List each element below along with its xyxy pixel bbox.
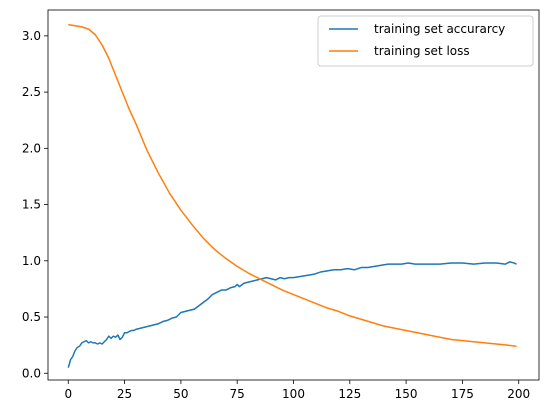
legend-box — [317, 15, 534, 67]
legend: training set accurarcy training set loss — [317, 15, 534, 67]
plot-area — [48, 10, 539, 380]
legend-label-accuracy: training set accurarcy — [374, 22, 505, 36]
y-axis: 0.0 0.5 1.0 1.5 2.0 2.5 3.0 — [22, 29, 48, 380]
y-tick-label: 3.0 — [22, 29, 41, 43]
x-tick-label: 25 — [117, 387, 132, 401]
y-tick-label: 0.5 — [22, 310, 41, 324]
x-tick-label: 75 — [230, 387, 245, 401]
x-tick-label: 100 — [282, 387, 305, 401]
series-line-0 — [67, 261, 517, 368]
x-axis: 0 25 50 75 100 125 150 175 200 — [64, 380, 530, 401]
x-tick-label: 0 — [64, 387, 72, 401]
y-tick-label: 0.0 — [22, 366, 41, 380]
series-line-1 — [68, 23, 517, 348]
series-layer — [67, 23, 517, 368]
y-tick-label: 1.5 — [22, 198, 41, 212]
y-tick-label: 2.0 — [22, 141, 41, 155]
x-tick-label: 50 — [173, 387, 188, 401]
x-tick-label: 200 — [507, 387, 530, 401]
y-tick-label: 2.5 — [22, 85, 41, 99]
x-tick-label: 150 — [395, 387, 418, 401]
x-tick-label: 175 — [451, 387, 474, 401]
y-tick-label: 1.0 — [22, 254, 41, 268]
legend-label-loss: training set loss — [374, 44, 470, 58]
x-tick-label: 125 — [338, 387, 361, 401]
